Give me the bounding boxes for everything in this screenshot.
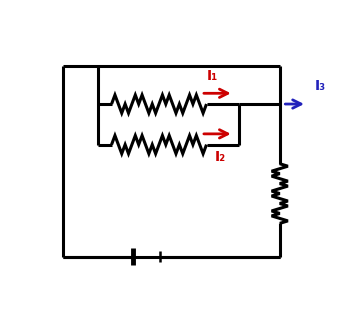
Text: I₃: I₃ [315, 79, 326, 93]
Text: I₂: I₂ [215, 150, 226, 164]
Text: I₁: I₁ [206, 69, 218, 83]
